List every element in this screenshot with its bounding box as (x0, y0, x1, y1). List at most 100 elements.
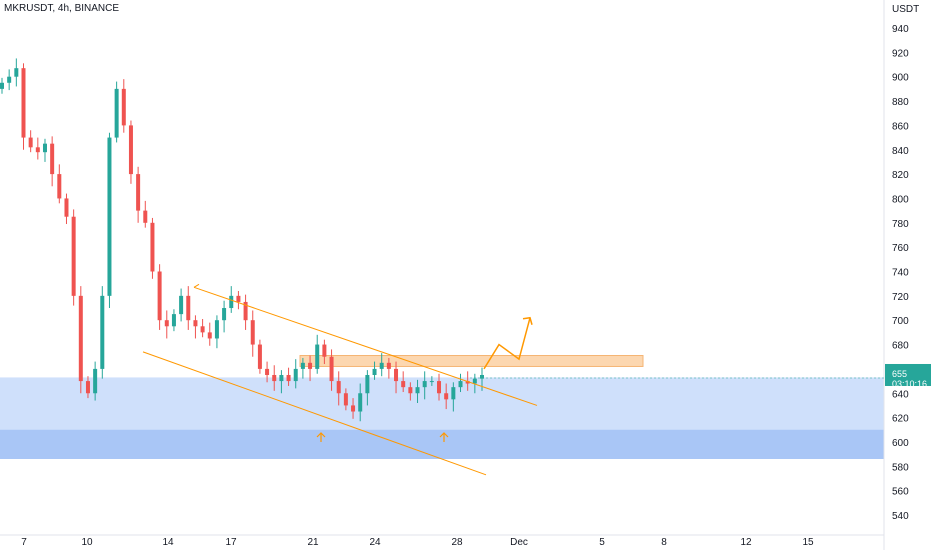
projection-arrowhead (522, 316, 533, 325)
candle-body (351, 405, 356, 412)
price-tick-label: 840 (892, 146, 909, 157)
candle-body (257, 344, 262, 369)
candle-body (322, 344, 327, 357)
candle-body (0, 82, 4, 89)
candle-body (186, 295, 191, 321)
candle-body (171, 314, 176, 327)
candle-body (229, 295, 234, 309)
up-arrow-marker (439, 432, 449, 442)
candle-body (408, 387, 413, 394)
candle-body (394, 368, 399, 382)
price-tick-label: 940 (892, 24, 909, 35)
candle-body (236, 295, 241, 302)
candle-body (429, 381, 434, 383)
time-tick-label: 14 (162, 537, 174, 548)
candle-body (179, 295, 184, 315)
candle-body (365, 374, 370, 394)
candle-body (164, 320, 169, 327)
candle-body (28, 137, 33, 148)
time-tick-label: 17 (225, 537, 237, 548)
candle-body (444, 393, 449, 400)
price-tick-label: 860 (892, 121, 909, 132)
candle-body (401, 381, 406, 388)
price-tick-label: 900 (892, 73, 909, 84)
current-price-label: 655 (892, 369, 907, 379)
candle-body (386, 362, 391, 369)
candle-body (422, 381, 427, 388)
candle-body (315, 344, 320, 369)
candle-body (286, 374, 291, 382)
candle-body (214, 320, 219, 339)
price-tick-label: 720 (892, 292, 909, 303)
price-tick-label: 880 (892, 97, 909, 108)
price-axis-ticks: 940 920 900 880 860 840 820 800 780 760 740 720 700 6… (892, 24, 909, 522)
up-arrow-marker (316, 432, 326, 442)
candle-body (114, 88, 119, 138)
price-tick-label: 740 (892, 268, 909, 279)
candle-body (329, 356, 334, 382)
current-price-badge (885, 363, 931, 386)
price-tick-label: 620 (892, 414, 909, 425)
price-tick-label: 640 (892, 389, 909, 400)
channel-lower-line (142, 351, 487, 476)
candle-body (42, 143, 47, 153)
candle-body (472, 378, 477, 384)
candle-body (265, 368, 270, 375)
price-tick-label: 820 (892, 170, 909, 181)
time-tick-label: Dec (510, 537, 528, 548)
candle-body (437, 381, 442, 394)
candle-body (222, 308, 227, 321)
price-tick-label: 920 (892, 48, 909, 59)
price-tick-label: 760 (892, 243, 909, 254)
candle-body (107, 137, 112, 296)
candle-body (193, 320, 198, 327)
candle-body (121, 88, 126, 126)
candle-body (93, 368, 98, 394)
price-tick-label: 780 (892, 219, 909, 230)
time-tick-label: 24 (369, 537, 381, 548)
price-axis-unit: USDT (892, 4, 919, 15)
candle-body (35, 147, 40, 153)
candle-body (207, 332, 212, 339)
candle-body (465, 381, 470, 384)
candle-body (71, 216, 76, 296)
candle-body (85, 381, 90, 394)
price-tick-label: 680 (892, 341, 909, 352)
channel-upper-cap (193, 283, 200, 288)
candle-body (379, 362, 384, 369)
candle-body (300, 362, 305, 369)
candle-body (157, 271, 162, 321)
candle-body (451, 387, 456, 400)
resistance-zone (299, 355, 644, 367)
time-tick-label: 12 (740, 537, 752, 548)
time-tick-label: 21 (307, 537, 319, 548)
chart-title: MKRUSDT, 4h, BINANCE (4, 3, 120, 14)
time-tick-label: 15 (802, 537, 814, 548)
countdown-label: 03:10:16 (892, 379, 927, 389)
candle-body (415, 387, 420, 394)
candle-body (21, 68, 26, 138)
price-tick-label: 540 (892, 511, 909, 522)
projection-path (483, 317, 531, 370)
price-tick-label: 600 (892, 438, 909, 449)
candle-body (343, 393, 348, 406)
candle-body (64, 198, 69, 217)
candlestick-series (0, 58, 484, 422)
time-tick-label: 28 (451, 537, 463, 548)
candle-body (272, 374, 277, 382)
candle-body (279, 374, 284, 382)
candle-body (200, 326, 205, 333)
price-tick-label: 800 (892, 194, 909, 205)
candle-body (358, 393, 363, 412)
candle-body (480, 374, 484, 379)
candle-body (57, 174, 62, 199)
candle-body (458, 381, 463, 388)
candle-body (100, 295, 105, 369)
candle-body (78, 295, 83, 382)
time-axis-ticks: 7 10 14 17 21 24 28 Dec 5 8 12 15 (21, 537, 814, 548)
price-tick-label: 560 (892, 487, 909, 498)
time-tick-label: 7 (21, 537, 27, 548)
candle-body (243, 301, 248, 321)
candle-body (336, 381, 341, 394)
